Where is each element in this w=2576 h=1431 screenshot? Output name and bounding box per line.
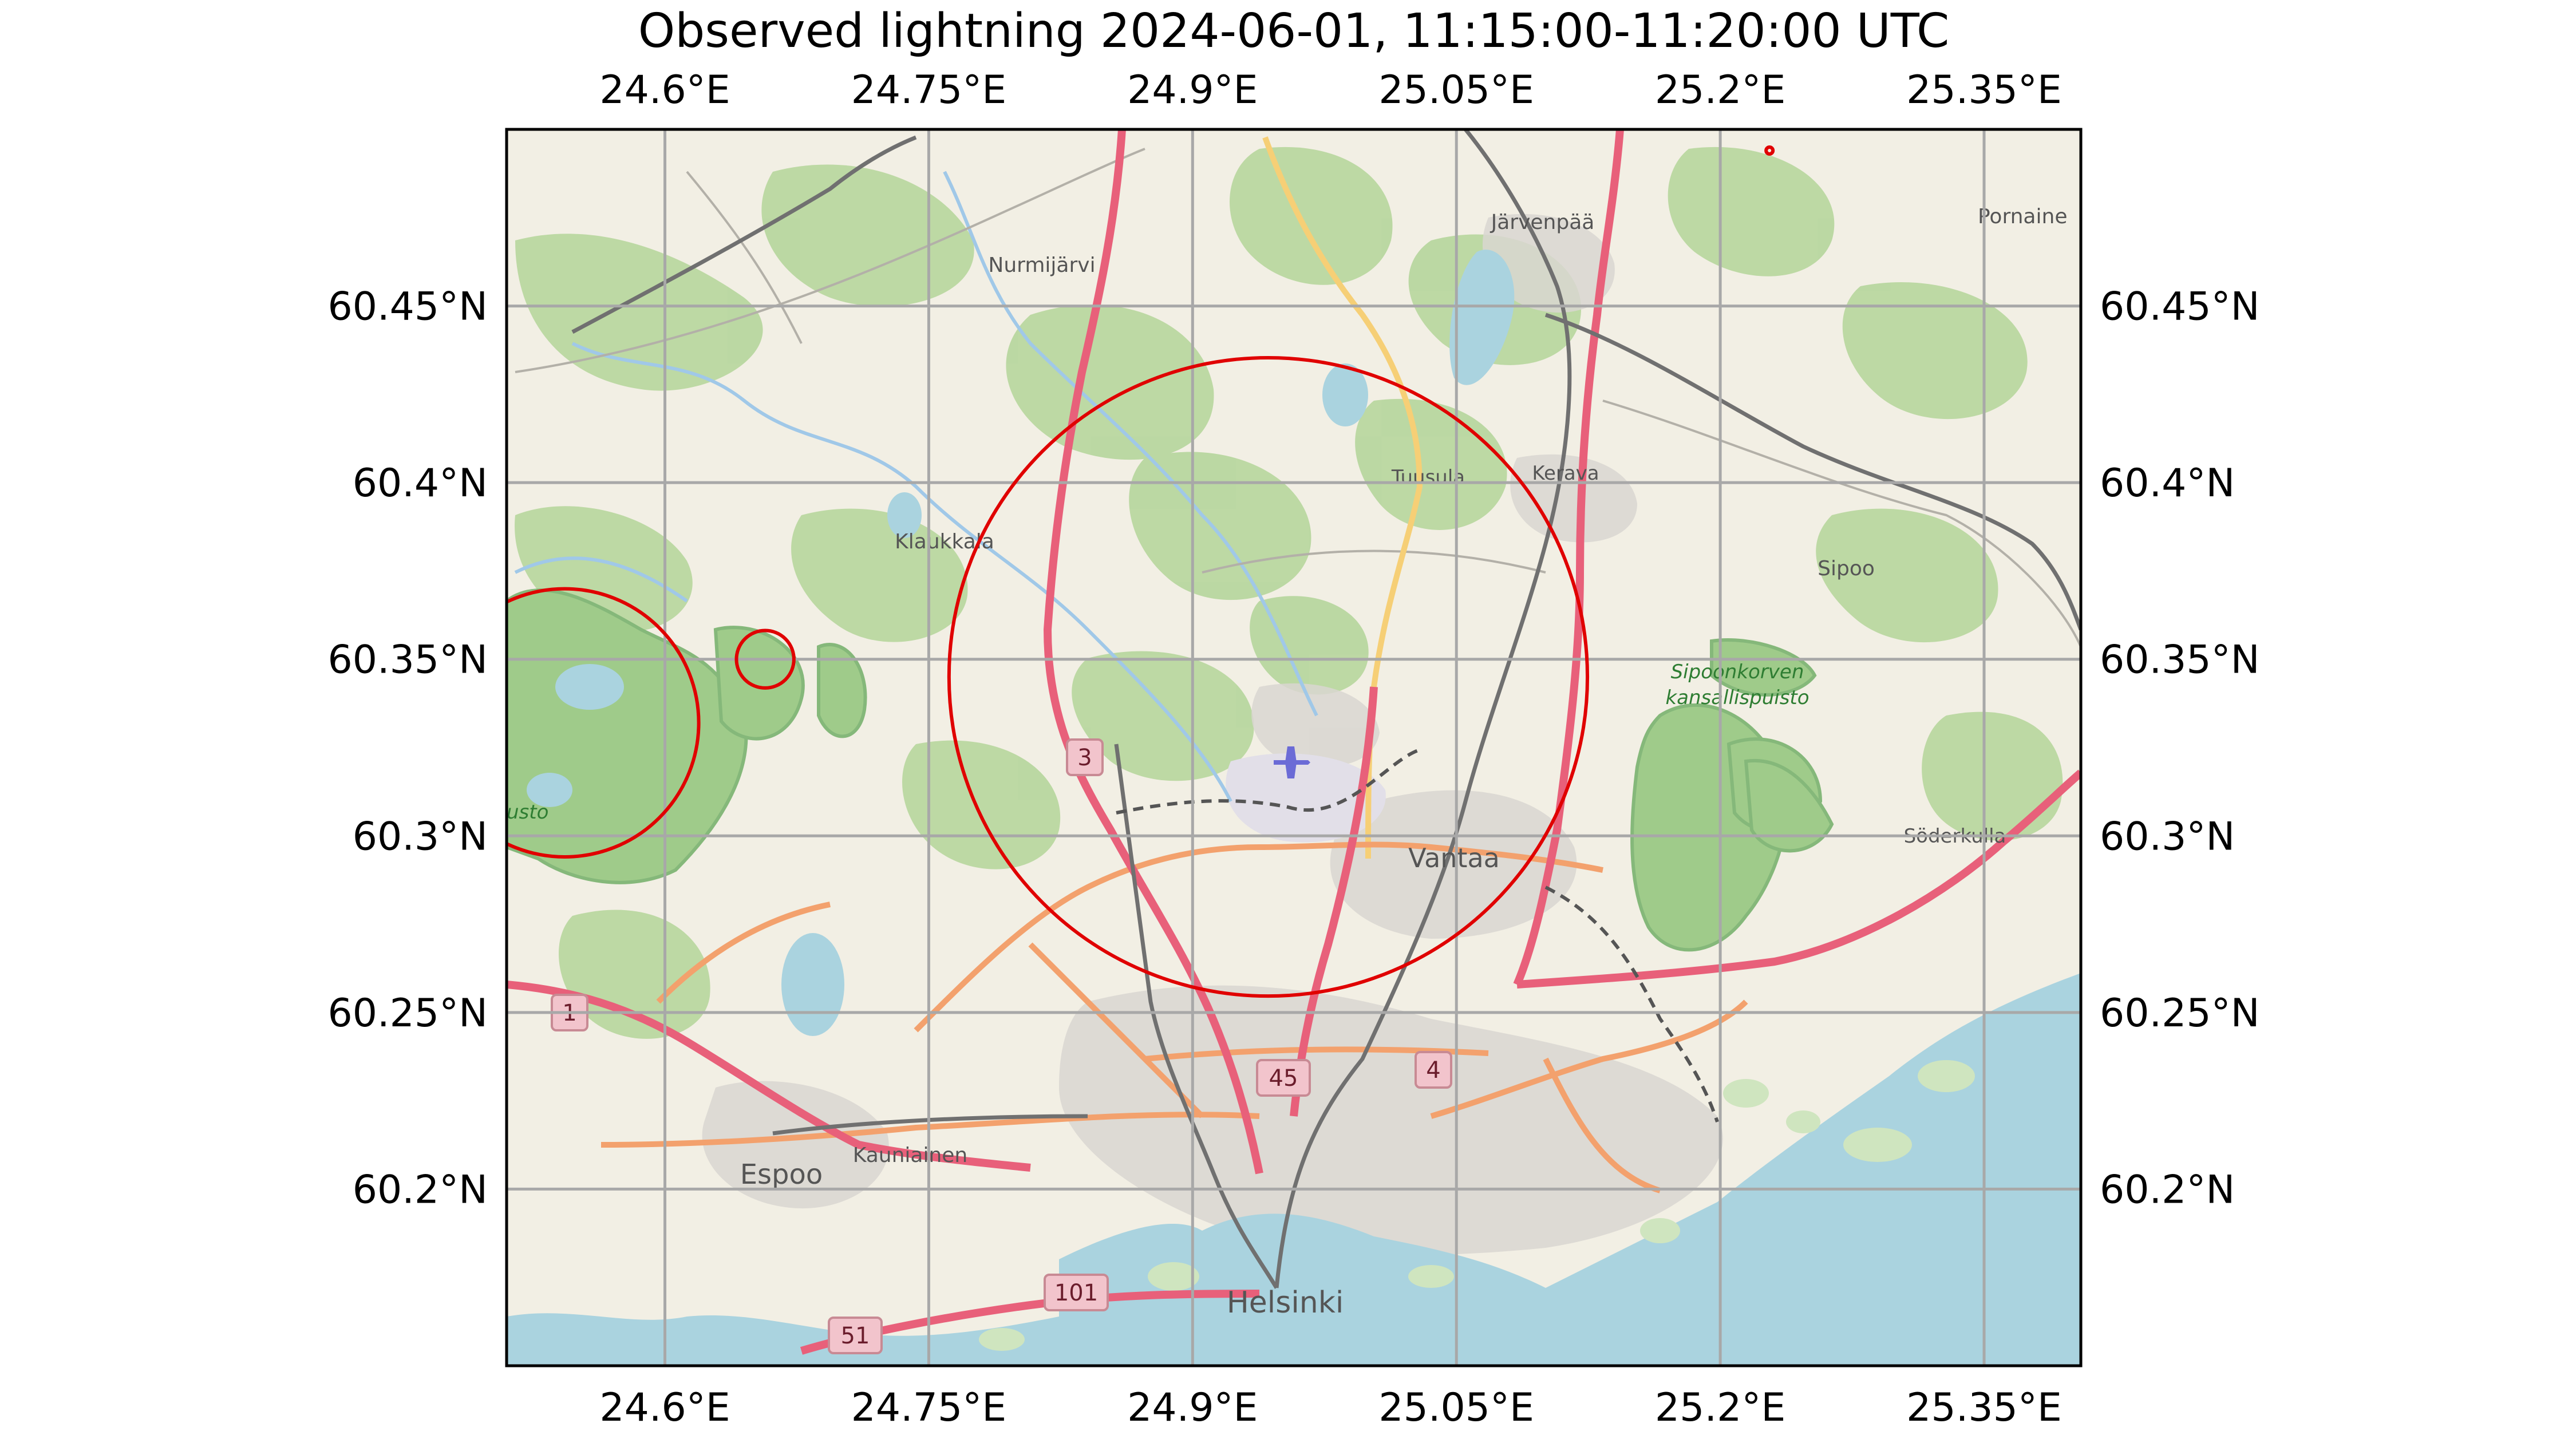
lat-tick-left: 60.2°N bbox=[353, 1167, 488, 1212]
lon-tick-bottom: 24.6°E bbox=[599, 1385, 730, 1430]
lightning-events bbox=[507, 145, 1775, 998]
minor-roads bbox=[515, 148, 2081, 647]
road-shield-101: 101 bbox=[1044, 1274, 1109, 1311]
svg-text:45: 45 bbox=[1269, 1065, 1298, 1092]
label-sipoonkorpi-2: kansallispuisto bbox=[1665, 686, 1809, 709]
basemap: Järvenpää Pornaine Nurmijärvi Tuusula Ke… bbox=[507, 129, 2081, 1366]
label-espoo: Espoo bbox=[740, 1159, 823, 1191]
svg-text:51: 51 bbox=[841, 1323, 870, 1349]
lon-tick-top: 25.05°E bbox=[1378, 68, 1534, 113]
lat-tick-right: 60.45°N bbox=[2100, 284, 2260, 330]
sea-helsinki bbox=[1059, 1213, 1546, 1366]
lon-tick-bottom: 24.9°E bbox=[1127, 1385, 1258, 1430]
road-shield-3: 3 bbox=[1066, 738, 1104, 776]
lon-tick-bottom: 25.05°E bbox=[1378, 1385, 1534, 1430]
label-sipoo: Sipoo bbox=[1818, 557, 1875, 580]
airport-icon bbox=[1274, 746, 1310, 778]
label-tuusula: Tuusula bbox=[1391, 466, 1465, 489]
lat-tick-right: 60.2°N bbox=[2100, 1167, 2235, 1212]
label-park-fragment: usto bbox=[507, 801, 548, 824]
gridlines bbox=[507, 129, 2081, 1366]
lat-tick-right: 60.35°N bbox=[2100, 638, 2260, 683]
lat-tick-left: 60.25°N bbox=[327, 991, 488, 1036]
label-kauniainen: Kauniainen bbox=[853, 1144, 968, 1167]
map-frame bbox=[505, 128, 2083, 1367]
lat-tick-left: 60.4°N bbox=[353, 461, 488, 506]
svg-text:101: 101 bbox=[1054, 1280, 1098, 1306]
road-shield-45: 45 bbox=[1256, 1059, 1311, 1097]
rail-tunnel-east bbox=[1544, 886, 1719, 1122]
lon-tick-bottom: 24.75°E bbox=[851, 1385, 1007, 1430]
svg-text:3: 3 bbox=[1077, 745, 1092, 771]
lon-tick-top: 24.6°E bbox=[599, 68, 730, 113]
lon-tick-bottom: 25.35°E bbox=[1906, 1385, 2062, 1430]
label-jarvenpaa: Järvenpää bbox=[1490, 211, 1595, 234]
lon-tick-top: 25.35°E bbox=[1906, 68, 2062, 113]
lat-tick-left: 60.35°N bbox=[327, 638, 488, 683]
svg-text:4: 4 bbox=[1426, 1057, 1440, 1084]
rail-tunnel bbox=[1116, 748, 1420, 815]
label-sipoonkorpi-1: Sipoonkorven bbox=[1671, 661, 1804, 683]
lon-tick-bottom: 25.2°E bbox=[1655, 1385, 1785, 1430]
lakes bbox=[527, 250, 1515, 1036]
lightning-circle bbox=[507, 587, 701, 859]
lon-tick-top: 24.75°E bbox=[851, 68, 1007, 113]
lightning-circle bbox=[1764, 145, 1775, 156]
chart-title: Observed lightning 2024-06-01, 11:15:00-… bbox=[638, 4, 1950, 58]
lat-tick-right: 60.4°N bbox=[2100, 461, 2235, 506]
lightning-circle bbox=[947, 355, 1590, 998]
lat-tick-left: 60.3°N bbox=[353, 814, 488, 859]
lon-tick-top: 25.2°E bbox=[1655, 68, 1785, 113]
lat-tick-right: 60.3°N bbox=[2100, 814, 2235, 859]
road-shield-4: 4 bbox=[1415, 1051, 1452, 1089]
label-kerava: Kerava bbox=[1532, 462, 1599, 485]
sea-espoo bbox=[507, 1313, 1059, 1366]
label-vantaa: Vantaa bbox=[1408, 843, 1500, 873]
lat-tick-left: 60.45°N bbox=[327, 284, 488, 330]
road-shield-51: 51 bbox=[828, 1317, 883, 1354]
airport-area bbox=[1226, 753, 1386, 843]
label-nurmijarvi: Nurmijärvi bbox=[988, 254, 1095, 277]
axis-tick-labels: 24.6°E 24.6°E 24.75°E 24.75°E 24.9°E 24.9°E 25… bbox=[327, 68, 2259, 1430]
lightning-circle bbox=[734, 628, 796, 690]
label-pornainen: Pornaine bbox=[1978, 205, 2067, 228]
railways bbox=[571, 129, 2081, 1289]
label-helsinki: Helsinki bbox=[1227, 1286, 1344, 1320]
islands bbox=[979, 1060, 1975, 1351]
lon-tick-top: 24.9°E bbox=[1127, 68, 1258, 113]
lat-tick-right: 60.25°N bbox=[2100, 991, 2260, 1036]
